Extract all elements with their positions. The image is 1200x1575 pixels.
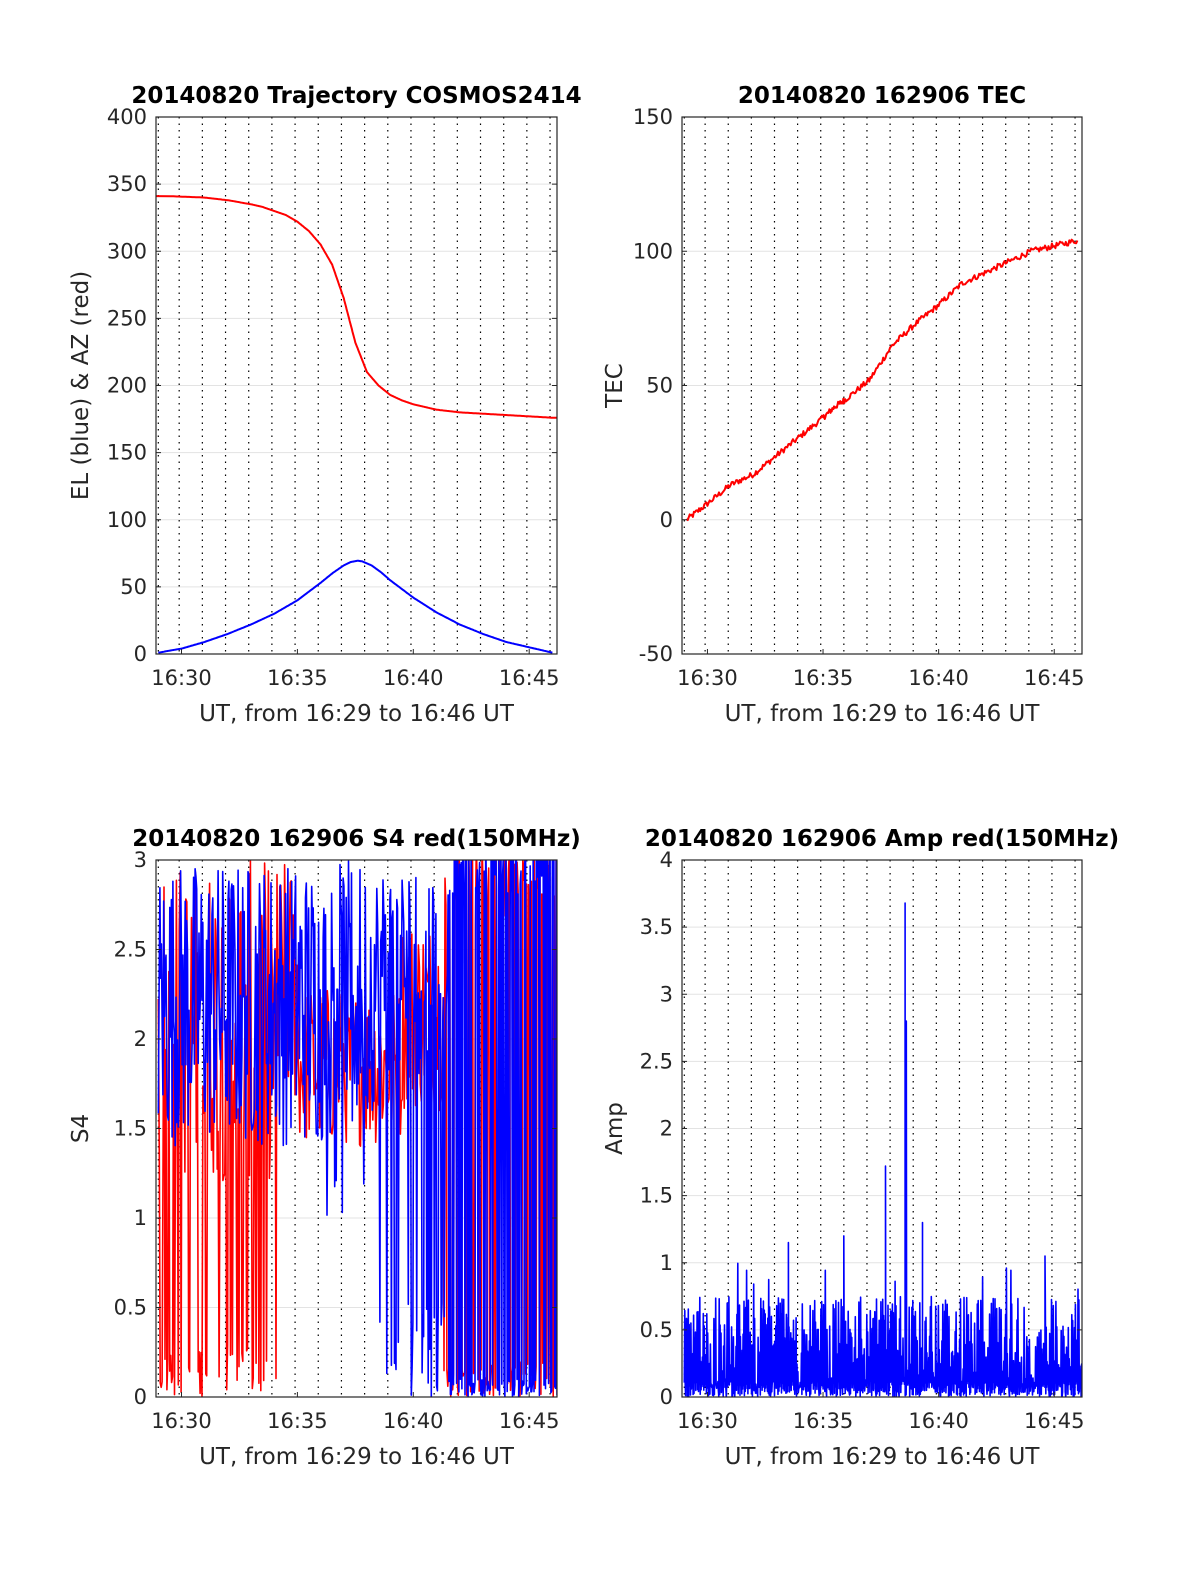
y-tick-label: 2.5 <box>114 938 147 962</box>
y-tick-label: 100 <box>107 508 147 532</box>
y-tick-label: 4 <box>660 848 673 872</box>
s4-panel: 0 0.5 1 1.5 2 2.5 3 16:30 16:35 16:40 16:45 2014082… <box>68 826 581 1470</box>
x-tick-label: 16:40 <box>908 666 969 690</box>
series-line <box>683 902 1082 1397</box>
y-tick-label: 0 <box>660 1385 673 1409</box>
series-group <box>685 238 1079 522</box>
amp-panel: 0 0.5 1 1.5 2 2.5 3 3.5 4 16:30 16:35 16:40 16:45 201… <box>602 826 1119 1470</box>
tec-panel: -50 0 50 100 150 16:30 16:35 16:40 16:45 20140820… <box>602 83 1085 727</box>
y-tick-label: 250 <box>107 306 147 330</box>
chart-title: 20140820 162906 TEC <box>738 83 1026 109</box>
x-tick-label: 16:30 <box>151 666 212 690</box>
y-axis-label: S4 <box>68 1114 94 1143</box>
y-tick-label: 1.5 <box>640 1184 673 1208</box>
series-group <box>157 860 557 1397</box>
series-line <box>158 559 553 654</box>
chart-title: 20140820 Trajectory COSMOS2414 <box>131 83 581 109</box>
y-tick-label: 0.5 <box>114 1296 147 1320</box>
x-tick-label: 16:40 <box>383 1409 444 1433</box>
x-tick-label: 16:40 <box>383 666 444 690</box>
y-axis-label: TEC <box>602 363 628 409</box>
series-line <box>157 860 557 1397</box>
series-line <box>156 195 557 419</box>
y-tick-label: 0.5 <box>640 1318 673 1342</box>
x-axis-label: UT, from 16:29 to 16:46 UT <box>725 701 1041 727</box>
x-tick-label: 16:45 <box>1024 666 1085 690</box>
y-tick-label: 2 <box>660 1117 673 1141</box>
x-tick-label: 16:35 <box>793 666 854 690</box>
y-tick-label: -50 <box>639 642 673 666</box>
y-tick-label: 350 <box>107 172 147 196</box>
series-line <box>685 238 1079 522</box>
y-tick-label: 3 <box>660 982 673 1006</box>
trajectory-panel: 0 50 100 150 200 250 300 350 400 16:30 16:35 16:40 1… <box>68 83 582 727</box>
y-tick-label: 1 <box>134 1206 147 1230</box>
x-axis-label: UT, from 16:29 to 16:46 UT <box>199 701 515 727</box>
x-tick-label: 16:35 <box>267 666 328 690</box>
y-tick-label: 1.5 <box>114 1117 147 1141</box>
y-tick-label: 200 <box>107 374 147 398</box>
y-axis-label: EL (blue) & AZ (red) <box>68 271 94 500</box>
y-axis-label: Amp <box>602 1102 628 1155</box>
y-tick-label: 100 <box>633 239 673 263</box>
y-tick-label: 3 <box>134 848 147 872</box>
y-tick-label: 3.5 <box>640 915 673 939</box>
y-tick-label: 2.5 <box>640 1049 673 1073</box>
chart-title: 20140820 162906 Amp red(150MHz) <box>645 826 1119 852</box>
x-tick-label: 16:45 <box>1024 1409 1085 1433</box>
y-tick-label: 2 <box>134 1027 147 1051</box>
x-tick-label: 16:30 <box>677 1409 738 1433</box>
x-tick-label: 16:30 <box>677 666 738 690</box>
x-tick-label: 16:35 <box>267 1409 328 1433</box>
x-tick-label: 16:45 <box>499 666 560 690</box>
y-tick-label: 50 <box>120 575 147 599</box>
x-axis-label: UT, from 16:29 to 16:46 UT <box>725 1444 1041 1470</box>
y-tick-label: 0 <box>134 642 147 666</box>
y-tick-label: 1 <box>660 1251 673 1275</box>
x-tick-label: 16:35 <box>793 1409 854 1433</box>
x-axis-label: UT, from 16:29 to 16:46 UT <box>199 1444 515 1470</box>
series-group <box>156 195 557 654</box>
x-tick-label: 16:45 <box>499 1409 560 1433</box>
series-group <box>683 902 1082 1397</box>
y-tick-label: 0 <box>134 1385 147 1409</box>
y-tick-label: 0 <box>660 508 673 532</box>
y-tick-label: 50 <box>646 374 673 398</box>
y-tick-label: 300 <box>107 239 147 263</box>
chart-title: 20140820 162906 S4 red(150MHz) <box>132 826 581 852</box>
x-tick-label: 16:40 <box>908 1409 969 1433</box>
y-tick-label: 150 <box>633 105 673 129</box>
x-tick-label: 16:30 <box>151 1409 212 1433</box>
y-tick-label: 150 <box>107 441 147 465</box>
y-tick-label: 400 <box>107 105 147 129</box>
